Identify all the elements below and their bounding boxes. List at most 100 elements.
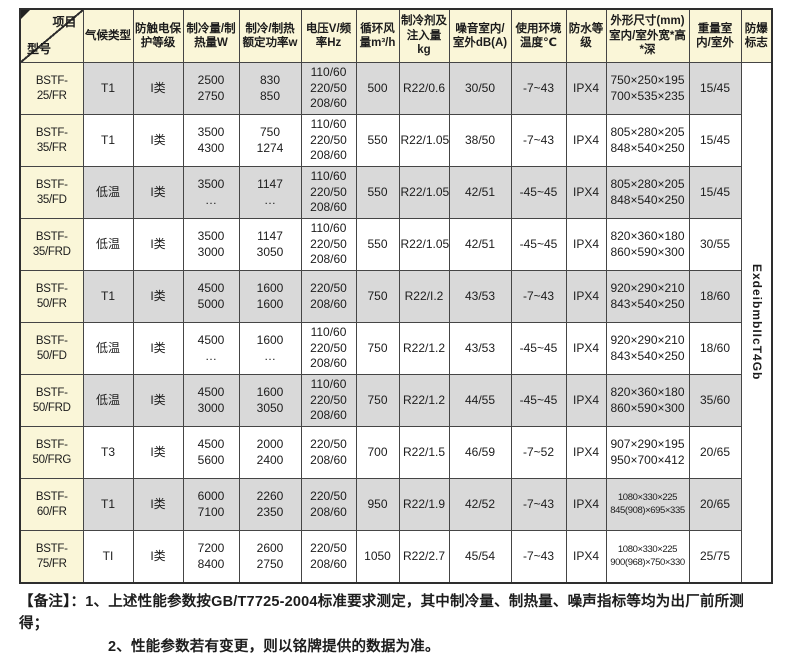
table-row: BSTF-50/FRG T3 I类 4500 5600 2000 2400 220/50 208… (19, 426, 772, 479)
note-line-1: 【备注】：1、上述性能参数按GB/T7725-2004标准要求测定，其中制冷量、… (19, 591, 771, 636)
cell-power: 1147 3050 (238, 218, 302, 271)
corner-wedge (21, 10, 30, 19)
cell-power: 1600 1600 (238, 270, 302, 323)
cell-dimensions: 1080×330×225 900(968)×750×330 (605, 530, 690, 584)
cell-protection: I类 (132, 270, 184, 323)
cell-model: BSTF-50/FD (19, 322, 84, 375)
cell-capacity: 2500 2750 (182, 62, 240, 115)
cell-climate: T1 (82, 62, 134, 115)
cell-weight: 18/60 (688, 322, 742, 375)
cell-weight: 18/60 (688, 270, 742, 323)
table-row: BSTF-75/FR TI I类 7200 8400 2600 2750 220/50 208/… (19, 530, 772, 584)
header-airflow: 循环风量m³/h (355, 8, 400, 63)
cell-refrigerant: R22/2.7 (398, 530, 450, 584)
explosion-proof-mark: ExdeibmbIIcT4Gb (740, 62, 773, 584)
cell-voltage: 110/60 220/50 208/60 (300, 374, 357, 427)
cell-protection: I类 (132, 426, 184, 479)
cell-dimensions: 920×290×210 843×540×250 (605, 322, 690, 375)
cell-noise: 45/54 (448, 530, 512, 584)
cell-temp-range: -45~45 (510, 374, 567, 427)
cell-refrigerant: R22/1.9 (398, 478, 450, 531)
cell-noise: 43/53 (448, 270, 512, 323)
cell-weight: 35/60 (688, 374, 742, 427)
cell-waterproof: IPX4 (565, 270, 607, 323)
diagonal-divider (21, 10, 82, 62)
cell-noise: 42/51 (448, 166, 512, 219)
header-climate: 气候类型 (82, 8, 134, 63)
header-power: 制冷/制热额定功率w (238, 8, 302, 63)
note-text-1: 1、上述性能参数按GB/T7725-2004标准要求测定，其中制冷量、制热量、噪… (19, 594, 744, 633)
cell-dimensions: 820×360×180 860×590×300 (605, 218, 690, 271)
table-row: BSTF-35/FR T1 I类 3500 4300 750 1274 110/60 220/5… (19, 114, 772, 167)
cell-climate: TI (82, 530, 134, 584)
cell-protection: I类 (132, 166, 184, 219)
cell-power: 1147… (238, 166, 302, 219)
table-row: BSTF- 50/FR T1 I类 4500 5000 1600 1600 220/50 208… (19, 270, 772, 323)
header-noise: 噪音室内/室外dB(A) (448, 8, 512, 63)
cell-noise: 46/59 (448, 426, 512, 479)
cell-protection: I类 (132, 322, 184, 375)
cell-waterproof: IPX4 (565, 478, 607, 531)
cell-voltage: 220/50 208/60 (300, 478, 357, 531)
cell-refrigerant: R22/1.05 (398, 166, 450, 219)
cell-weight: 20/65 (688, 426, 742, 479)
header-weight: 重量室内/室外 (688, 8, 742, 63)
cell-dimensions: 1080×330×225 845(908)×695×335 (605, 478, 690, 531)
cell-climate: T3 (82, 426, 134, 479)
cell-temp-range: -7~43 (510, 270, 567, 323)
cell-weight: 20/65 (688, 478, 742, 531)
cell-voltage: 110/60 220/50 208/60 (300, 322, 357, 375)
notes-label: 【备注】： (19, 594, 86, 610)
cell-capacity: 3500… (182, 166, 240, 219)
cell-climate: T1 (82, 114, 134, 167)
cell-voltage: 110/60 220/50 208/60 (300, 166, 357, 219)
header-row: 项目 型号 气候类型 防触电保护等级 制冷量/制热量W 制冷/制热额定功率w 电… (19, 8, 773, 63)
cell-airflow: 750 (355, 374, 400, 427)
cell-waterproof: IPX4 (565, 114, 607, 167)
table-row: BSTF-35/FD 低温 I类 3500… 1147… 110/60 220/50 208/… (19, 166, 772, 219)
cell-airflow: 750 (355, 270, 400, 323)
cell-refrigerant: R22/1.2 (398, 322, 450, 375)
cell-waterproof: IPX4 (565, 166, 607, 219)
cell-temp-range: -7~43 (510, 114, 567, 167)
table-row: BSTF-50/FRD 低温 I类 4500 3000 1600 3050 110/60 220… (19, 374, 772, 427)
cell-capacity: 4500… (182, 322, 240, 375)
table-row: BSTF-35/FRD 低温 I类 3500 3000 1147 3050 110/60 220… (19, 218, 772, 271)
cell-model: BSTF-75/FR (19, 530, 84, 584)
cell-temp-range: -7~43 (510, 530, 567, 584)
cell-capacity: 7200 8400 (182, 530, 240, 584)
cell-waterproof: IPX4 (565, 426, 607, 479)
cell-waterproof: IPX4 (565, 374, 607, 427)
cell-model: BSTF-35/FD (19, 166, 84, 219)
cell-airflow: 950 (355, 478, 400, 531)
note-text-2: 2、性能参数若有变更，则以铭牌提供的数据为准。 (108, 638, 440, 655)
cell-noise: 42/52 (448, 478, 512, 531)
cell-model: BSTF-35/FRD (19, 218, 84, 271)
cell-temp-range: -7~43 (510, 62, 567, 115)
cell-waterproof: IPX4 (565, 322, 607, 375)
cell-refrigerant: R22/1.05 (398, 114, 450, 167)
cell-airflow: 550 (355, 114, 400, 167)
cell-temp-range: -45~45 (510, 166, 567, 219)
cell-capacity: 4500 5000 (182, 270, 240, 323)
cell-waterproof: IPX4 (565, 218, 607, 271)
cell-capacity: 4500 5600 (182, 426, 240, 479)
cell-noise: 38/50 (448, 114, 512, 167)
cell-climate: 低温 (82, 374, 134, 427)
cell-dimensions: 920×290×210 843×540×250 (605, 270, 690, 323)
cell-model: BSTF-50/FRD (19, 374, 84, 427)
cell-dimensions: 820×360×180 860×590×300 (605, 374, 690, 427)
cell-capacity: 3500 4300 (182, 114, 240, 167)
cell-model: BSTF- 50/FR (19, 270, 84, 323)
cell-airflow: 550 (355, 166, 400, 219)
cell-refrigerant: R22/0.6 (398, 62, 450, 115)
header-temp-range: 使用环境温度℃ (510, 8, 567, 63)
cell-model: BSTF-25/FR (19, 62, 84, 115)
cell-climate: T1 (82, 270, 134, 323)
header-voltage: 电压V/频率Hz (300, 8, 357, 63)
cell-dimensions: 805×280×205 848×540×250 (605, 166, 690, 219)
header-protection: 防触电保护等级 (132, 8, 184, 63)
cell-voltage: 220/50 208/60 (300, 530, 357, 584)
cell-temp-range: -45~45 (510, 218, 567, 271)
cell-voltage: 220/50 208/60 (300, 270, 357, 323)
